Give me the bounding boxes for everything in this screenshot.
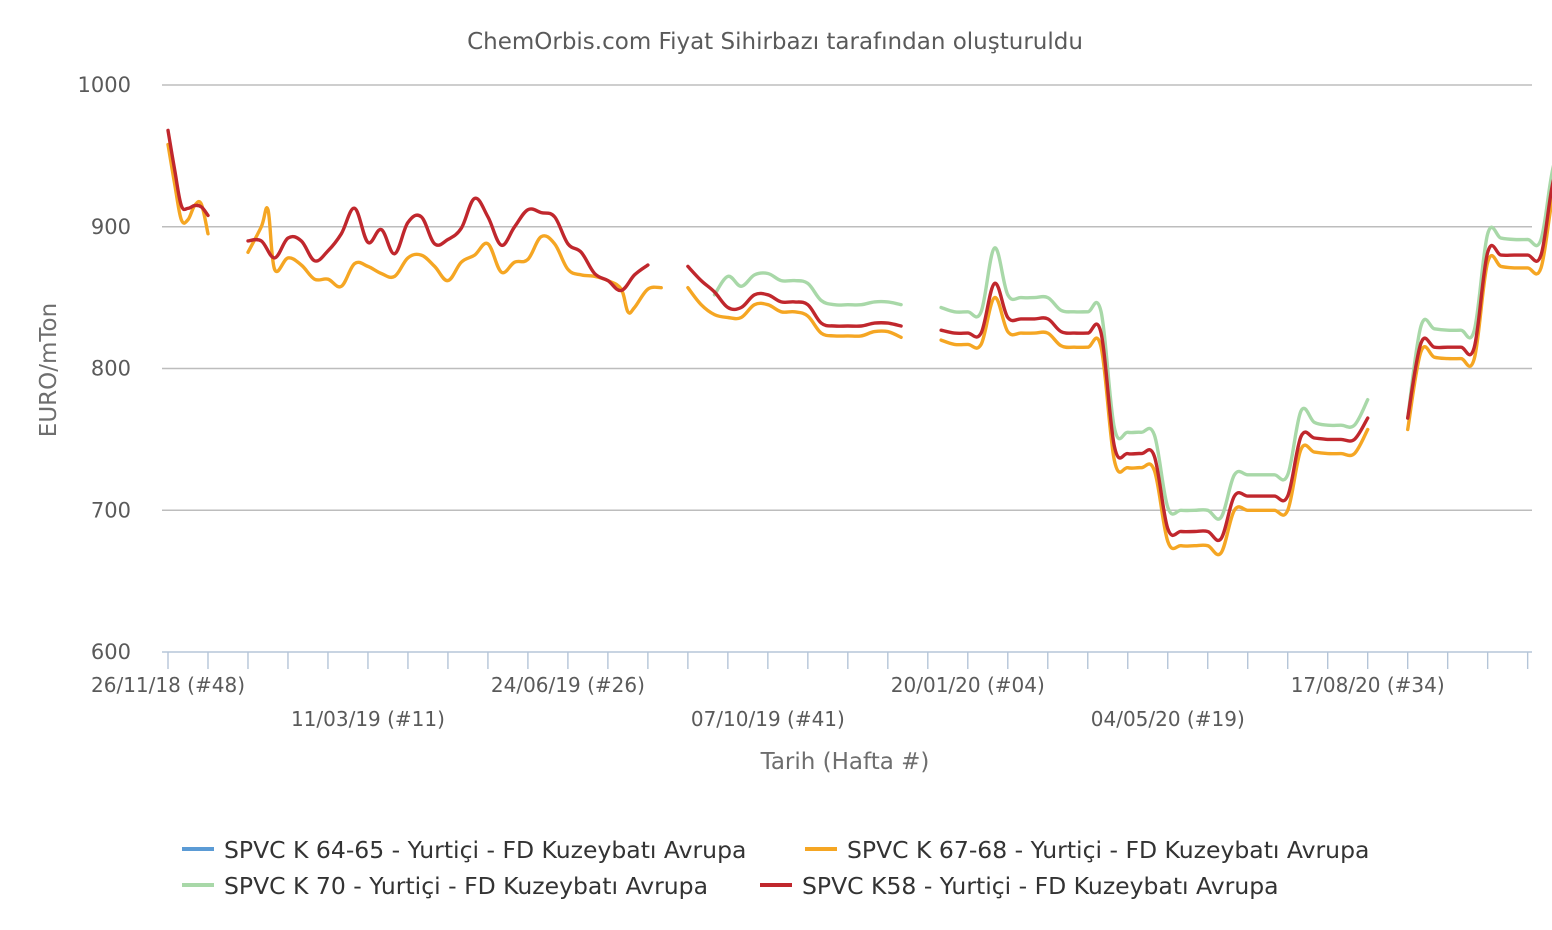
series-3-line-segment-0 — [166, 128, 210, 218]
series-3-line-segment-4 — [1406, 179, 1552, 420]
x-tick-label: 11/03/19 (#11) — [291, 707, 445, 731]
y-tick-label: 600 — [91, 640, 131, 664]
grid-lines — [162, 84, 1532, 653]
legend-label: SPVC K 70 - Yurtiçi - FD Kuzeybatı Avrup… — [224, 872, 708, 900]
legend-label: SPVC K 64-65 - Yurtiçi - FD Kuzeybatı Av… — [224, 836, 746, 864]
x-axis-ticks: 26/11/18 (#48) 11/03/19 (#11) 24/06/19 (#2… — [91, 652, 1529, 731]
series-1-line-segment-2 — [686, 286, 903, 339]
legend: SPVC K 64-65 - Yurtiçi - FD Kuzeybatı Av… — [182, 836, 1369, 900]
y-axis-ticks: 600 700 800 900 1000 — [78, 73, 131, 664]
series-1-line-segment-1 — [246, 206, 663, 315]
x-tick-label: 17/08/20 (#34) — [1291, 673, 1445, 697]
y-tick-label: 1000 — [78, 73, 131, 97]
x-tick-label: 07/10/19 (#41) — [691, 707, 845, 731]
series-lines — [166, 128, 1552, 557]
series-2-line-segment-2 — [1406, 164, 1552, 420]
series-3-line-segment-1 — [246, 196, 650, 293]
x-tick-label: 20/01/20 (#04) — [891, 673, 1045, 697]
y-tick-label: 800 — [91, 357, 131, 381]
x-tick-label: 04/05/20 (#19) — [1091, 707, 1245, 731]
series-2-line-segment-0 — [712, 271, 903, 307]
x-tick-label: 26/11/18 (#48) — [91, 673, 245, 697]
series-1-line-segment-3 — [939, 295, 1370, 557]
legend-label: SPVC K 67-68 - Yurtiçi - FD Kuzeybatı Av… — [847, 836, 1369, 864]
chart-title: ChemOrbis.com Fiyat Sihirbazı tarafından… — [467, 29, 1083, 55]
x-tick-label: 24/06/19 (#26) — [491, 673, 645, 697]
y-tick-label: 700 — [91, 498, 131, 522]
series-3-line-segment-3 — [939, 281, 1370, 543]
x-axis-label: Tarih (Hafta #) — [760, 749, 930, 775]
series-3-line-segment-2 — [686, 264, 903, 328]
series-1-line-segment-0 — [166, 142, 210, 236]
y-tick-label: 900 — [91, 215, 131, 239]
series-1-line-segment-4 — [1406, 193, 1552, 432]
y-axis-label: EURO/mTon — [36, 303, 62, 437]
legend-label: SPVC K58 - Yurtiçi - FD Kuzeybatı Avrupa — [802, 872, 1279, 900]
series-2-line-segment-1 — [939, 246, 1370, 521]
